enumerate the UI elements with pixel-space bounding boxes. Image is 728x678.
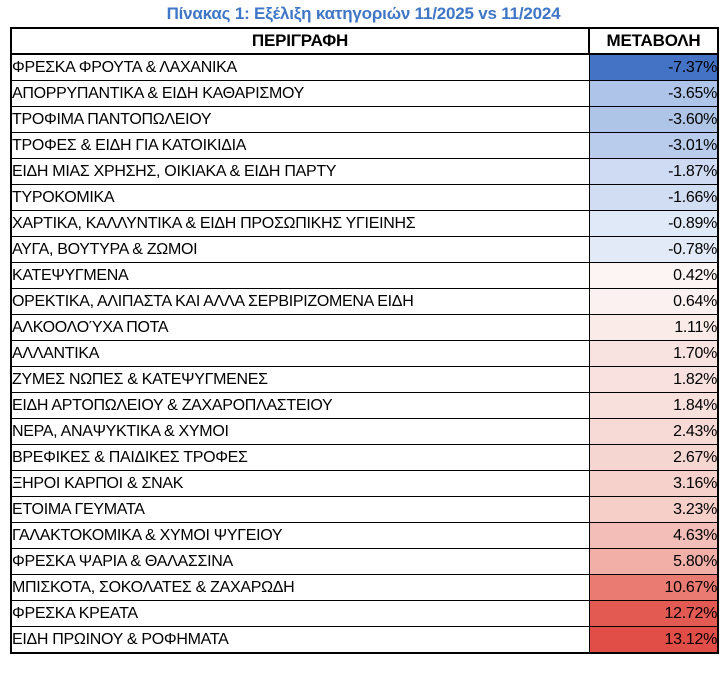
table-row: ΖΥΜΕΣ ΝΩΠΕΣ & ΚΑΤΕΨΥΓΜΕΝΕΣ 1.82% xyxy=(10,366,719,393)
table-body: ΦΡΕΣΚΑ ΦΡΟΥΤΑ & ΛΑΧΑΝΙΚΑ -7.37% ΑΠΟΡΡΥΠΑΝΤ… xyxy=(10,53,719,654)
change-value-cell: 3.23% xyxy=(588,496,719,523)
category-label: ΝΕΡΑ, ΑΝΑΨΥΚΤΙΚΑ & ΧΥΜΟΙ xyxy=(10,418,590,445)
category-label: ΧΑΡΤΙΚΑ, ΚΑΛΛΥΝΤΙΚΑ & ΕΙΔΗ ΠΡΟΣΩΠΙΚΗΣ ΥΓ… xyxy=(10,210,590,237)
category-label: ΑΛΛΑΝΤΙΚΑ xyxy=(10,340,590,367)
category-label: ΞΗΡΟΙ ΚΑΡΠΟΙ & ΣΝΑΚ xyxy=(10,470,590,497)
category-label: ΤΡΟΦΙΜΑ ΠΑΝΤΟΠΩΛΕΙΟΥ xyxy=(10,106,590,133)
change-value-cell: 1.84% xyxy=(588,392,719,419)
table-row: ΝΕΡΑ, ΑΝΑΨΥΚΤΙΚΑ & ΧΥΜΟΙ 2.43% xyxy=(10,418,719,445)
category-label: ΚΑΤΕΨΥΓΜΕΝΑ xyxy=(10,262,590,289)
change-value-cell: -0.89% xyxy=(588,210,719,237)
change-value-cell: 12.72% xyxy=(588,600,719,627)
table-row: ΑΠΟΡΡΥΠΑΝΤΙΚΑ & ΕΙΔΗ ΚΑΘΑΡΙΣΜΟΥ -3.65% xyxy=(10,80,719,107)
table-row: ΑΛΚΟΟΛΟΎΧΑ ΠΟΤΑ 1.11% xyxy=(10,314,719,341)
table-row: ΟΡΕΚΤΙΚΑ, ΑΛΙΠΑΣΤΑ ΚΑΙ ΑΛΛΑ ΣΕΡΒΙΡΙΖΟΜΕΝ… xyxy=(10,288,719,315)
table-row: ΓΑΛΑΚΤΟΚΟΜΙΚΑ & ΧΥΜΟΙ ΨΥΓΕΙΟΥ 4.63% xyxy=(10,522,719,549)
column-header-change: ΜΕΤΑΒΟΛΗ xyxy=(588,27,719,55)
category-label: ΕΙΔΗ ΠΡΩΙΝΟΥ & ΡΟΦΗΜΑΤΑ xyxy=(10,626,590,654)
category-label: ΤΡΟΦΕΣ & ΕΙΔΗ ΓΙΑ ΚΑΤΟΙΚΙΔΙΑ xyxy=(10,132,590,159)
category-label: ΕΙΔΗ ΑΡΤΟΠΩΛΕΙΟΥ & ΖΑΧΑΡΟΠΛΑΣΤΕΙΟΥ xyxy=(10,392,590,419)
change-value-cell: 1.11% xyxy=(588,314,719,341)
category-label: ΓΑΛΑΚΤΟΚΟΜΙΚΑ & ΧΥΜΟΙ ΨΥΓΕΙΟΥ xyxy=(10,522,590,549)
category-label: ΦΡΕΣΚΑ ΚΡΕΑΤΑ xyxy=(10,600,590,627)
table-row: ΕΙΔΗ ΠΡΩΙΝΟΥ & ΡΟΦΗΜΑΤΑ 13.12% xyxy=(10,626,719,654)
category-label: ΜΠΙΣΚΟΤΑ, ΣΟΚΟΛΑΤΕΣ & ΖΑΧΑΡΩΔΗ xyxy=(10,574,590,601)
change-value-cell: -1.87% xyxy=(588,158,719,185)
change-value-cell: -3.01% xyxy=(588,132,719,159)
table-row: ΕΙΔΗ ΜΙΑΣ ΧΡΗΣΗΣ, ΟΙΚΙΑΚΑ & ΕΙΔΗ ΠΑΡΤΥ -1… xyxy=(10,158,719,185)
category-label: ΕΤΟΙΜΑ ΓΕΥΜΑΤΑ xyxy=(10,496,590,523)
table-row: ΦΡΕΣΚΑ ΚΡΕΑΤΑ 12.72% xyxy=(10,600,719,627)
change-value-cell: 3.16% xyxy=(588,470,719,497)
category-change-table: ΠΕΡΙΓΡΑΦΗ ΜΕΤΑΒΟΛΗ ΦΡΕΣΚΑ ΦΡΟΥΤΑ & ΛΑΧΑΝ… xyxy=(10,27,719,654)
change-value-cell: -7.37% xyxy=(588,53,719,81)
change-value-cell: -3.60% xyxy=(588,106,719,133)
column-header-description: ΠΕΡΙΓΡΑΦΗ xyxy=(10,27,590,55)
category-label: ΑΛΚΟΟΛΟΎΧΑ ΠΟΤΑ xyxy=(10,314,590,341)
category-label: ΤΥΡΟΚΟΜΙΚΑ xyxy=(10,184,590,211)
table-row: ΕΤΟΙΜΑ ΓΕΥΜΑΤΑ 3.23% xyxy=(10,496,719,523)
category-label: ΕΙΔΗ ΜΙΑΣ ΧΡΗΣΗΣ, ΟΙΚΙΑΚΑ & ΕΙΔΗ ΠΑΡΤΥ xyxy=(10,158,590,185)
change-value-cell: 5.80% xyxy=(588,548,719,575)
table-row: ΤΡΟΦΙΜΑ ΠΑΝΤΟΠΩΛΕΙΟΥ -3.60% xyxy=(10,106,719,133)
change-value-cell: 10.67% xyxy=(588,574,719,601)
change-value-cell: 13.12% xyxy=(588,626,719,654)
change-value-cell: 1.70% xyxy=(588,340,719,367)
change-value-cell: 1.82% xyxy=(588,366,719,393)
change-value-cell: 0.42% xyxy=(588,262,719,289)
table-row: ΒΡΕΦΙΚΕΣ & ΠΑΙΔΙΚΕΣ ΤΡΟΦΕΣ 2.67% xyxy=(10,444,719,471)
category-label: ΦΡΕΣΚΑ ΨΑΡΙΑ & ΘΑΛΑΣΣΙΝΑ xyxy=(10,548,590,575)
table-title: Πίνακας 1: Εξέλιξη κατηγοριών 11/2025 vs… xyxy=(166,4,561,23)
table-row: ΜΠΙΣΚΟΤΑ, ΣΟΚΟΛΑΤΕΣ & ΖΑΧΑΡΩΔΗ 10.67% xyxy=(10,574,719,601)
change-value-cell: 2.43% xyxy=(588,418,719,445)
category-label: ΖΥΜΕΣ ΝΩΠΕΣ & ΚΑΤΕΨΥΓΜΕΝΕΣ xyxy=(10,366,590,393)
change-value-cell: 2.67% xyxy=(588,444,719,471)
change-value-cell: -3.65% xyxy=(588,80,719,107)
change-value-cell: 0.64% xyxy=(588,288,719,315)
category-label: ΒΡΕΦΙΚΕΣ & ΠΑΙΔΙΚΕΣ ΤΡΟΦΕΣ xyxy=(10,444,590,471)
table-row: ΞΗΡΟΙ ΚΑΡΠΟΙ & ΣΝΑΚ 3.16% xyxy=(10,470,719,497)
table-row: ΕΙΔΗ ΑΡΤΟΠΩΛΕΙΟΥ & ΖΑΧΑΡΟΠΛΑΣΤΕΙΟΥ 1.84% xyxy=(10,392,719,419)
change-value-cell: -1.66% xyxy=(588,184,719,211)
header-row: ΠΕΡΙΓΡΑΦΗ ΜΕΤΑΒΟΛΗ xyxy=(10,27,719,55)
change-value-cell: -0.78% xyxy=(588,236,719,263)
table-row: ΑΥΓΑ, ΒΟΥΤΥΡΑ & ΖΩΜΟΙ -0.78% xyxy=(10,236,719,263)
category-label: ΟΡΕΚΤΙΚΑ, ΑΛΙΠΑΣΤΑ ΚΑΙ ΑΛΛΑ ΣΕΡΒΙΡΙΖΟΜΕΝ… xyxy=(10,288,590,315)
change-value-cell: 4.63% xyxy=(588,522,719,549)
category-label: ΑΠΟΡΡΥΠΑΝΤΙΚΑ & ΕΙΔΗ ΚΑΘΑΡΙΣΜΟΥ xyxy=(10,80,590,107)
table-row: ΑΛΛΑΝΤΙΚΑ 1.70% xyxy=(10,340,719,367)
table-row: ΦΡΕΣΚΑ ΦΡΟΥΤΑ & ΛΑΧΑΝΙΚΑ -7.37% xyxy=(10,53,719,81)
table-row: ΤΥΡΟΚΟΜΙΚΑ -1.66% xyxy=(10,184,719,211)
table-row: ΦΡΕΣΚΑ ΨΑΡΙΑ & ΘΑΛΑΣΣΙΝΑ 5.80% xyxy=(10,548,719,575)
report-page: Πίνακας 1: Εξέλιξη κατηγοριών 11/2025 vs… xyxy=(0,4,728,654)
table-row: ΚΑΤΕΨΥΓΜΕΝΑ 0.42% xyxy=(10,262,719,289)
table-row: ΧΑΡΤΙΚΑ, ΚΑΛΛΥΝΤΙΚΑ & ΕΙΔΗ ΠΡΟΣΩΠΙΚΗΣ ΥΓ… xyxy=(10,210,719,237)
category-label: ΦΡΕΣΚΑ ΦΡΟΥΤΑ & ΛΑΧΑΝΙΚΑ xyxy=(10,53,590,81)
table-header: ΠΕΡΙΓΡΑΦΗ ΜΕΤΑΒΟΛΗ xyxy=(10,27,719,55)
category-label: ΑΥΓΑ, ΒΟΥΤΥΡΑ & ΖΩΜΟΙ xyxy=(10,236,590,263)
table-row: ΤΡΟΦΕΣ & ΕΙΔΗ ΓΙΑ ΚΑΤΟΙΚΙΔΙΑ -3.01% xyxy=(10,132,719,159)
